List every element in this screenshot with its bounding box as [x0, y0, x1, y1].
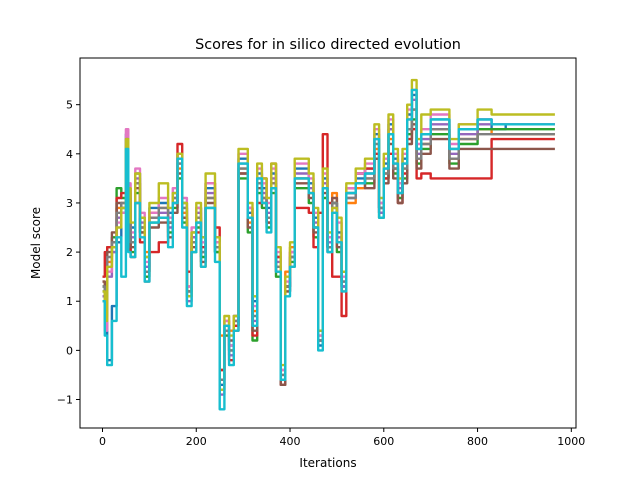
y-tick-label: 1 [66, 295, 73, 308]
series-layer [102, 78, 555, 411]
plot-frame [79, 57, 577, 429]
x-axis-label: Iterations [299, 456, 356, 470]
y-tick-label: −1 [57, 394, 73, 407]
y-axis: −1 0 1 2 3 4 5 [57, 99, 80, 407]
y-tick-label: 2 [66, 246, 73, 259]
y-tick-label: 4 [66, 148, 73, 161]
x-tick-label: 200 [186, 435, 207, 448]
x-tick-label: 800 [467, 435, 488, 448]
x-tick-label: 400 [280, 435, 301, 448]
series-line-10 [102, 88, 555, 411]
y-axis-label: Model score [29, 207, 43, 279]
y-tick-label: 0 [66, 344, 73, 357]
x-tick-label: 0 [99, 435, 106, 448]
x-tick-label: 600 [373, 435, 394, 448]
y-tick-label: 5 [66, 99, 73, 112]
x-axis: 0 200 400 600 800 1000 [99, 428, 585, 448]
x-tick-label: 1000 [557, 435, 585, 448]
y-tick-label: 3 [66, 197, 73, 210]
chart-title: Scores for in silico directed evolution [195, 37, 461, 53]
